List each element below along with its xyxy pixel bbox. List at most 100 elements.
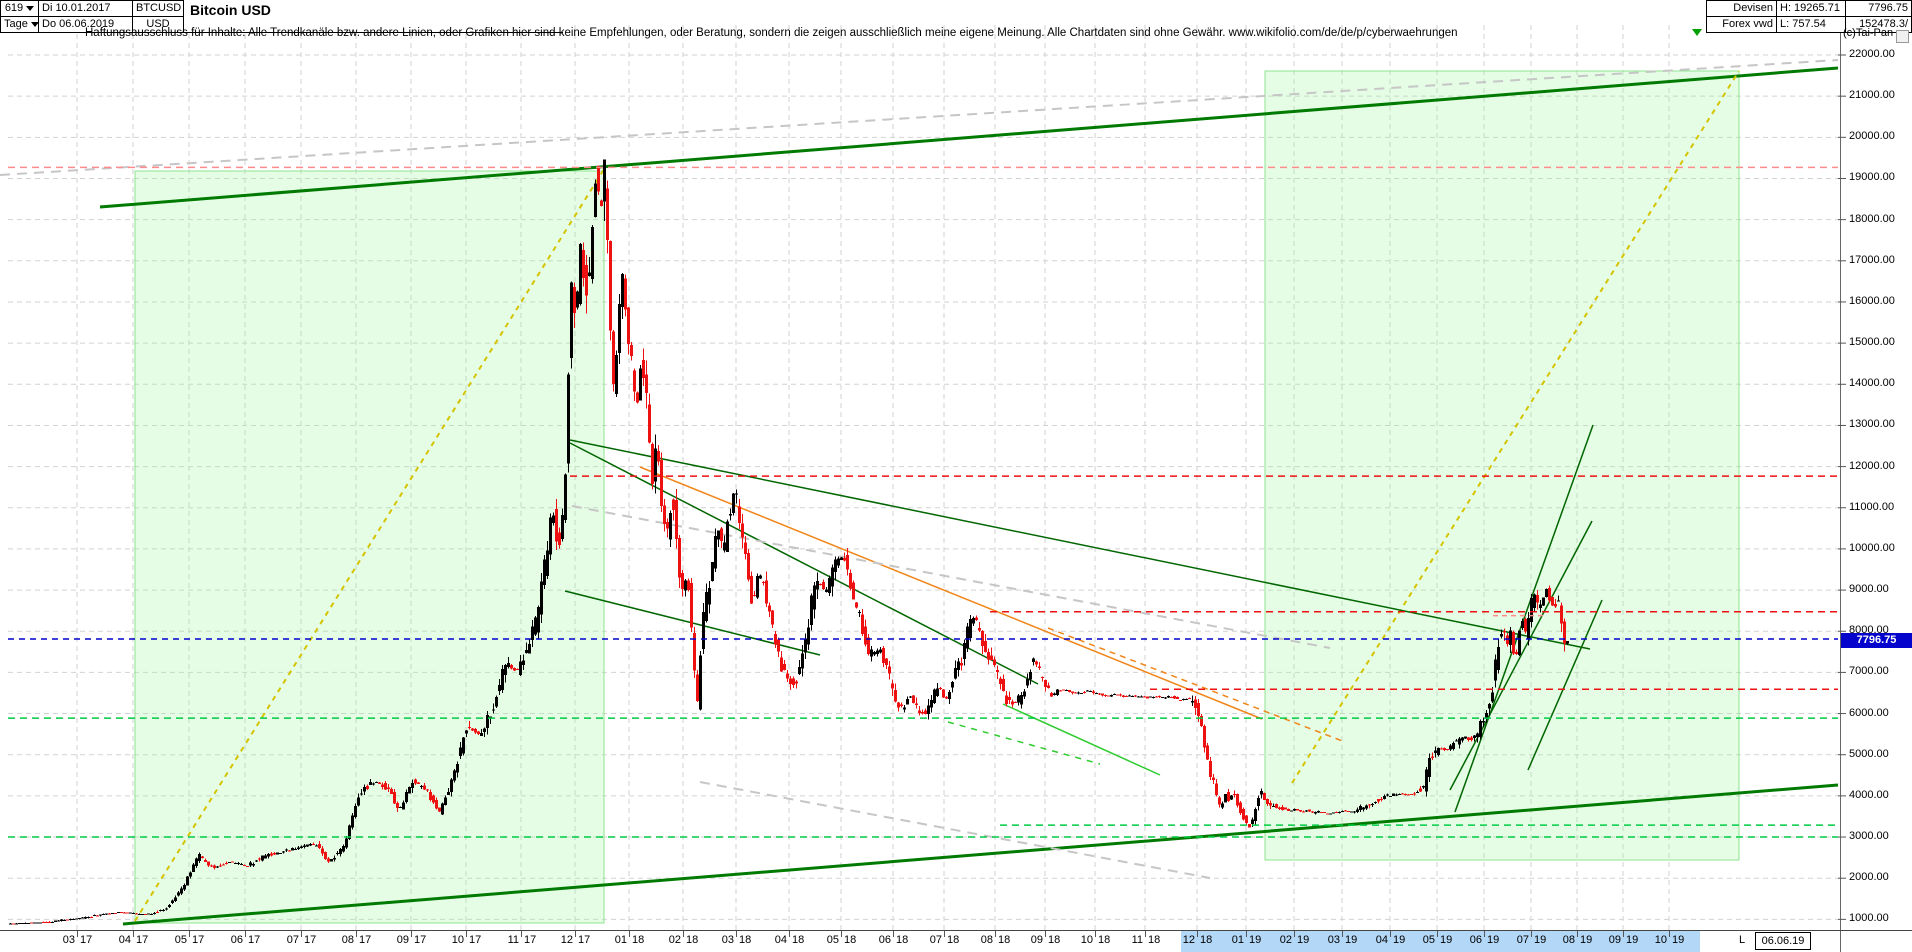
candle-body xyxy=(771,610,774,625)
candle-body xyxy=(1104,695,1107,697)
x-axis-year-label: 17 xyxy=(414,934,427,946)
candle-body xyxy=(390,788,393,795)
x-axis-tick xyxy=(1342,931,1343,937)
y-axis-label: 17000.00 xyxy=(1849,253,1895,266)
candle-body xyxy=(957,661,960,671)
bars-count-dropdown[interactable]: 619 xyxy=(0,0,39,17)
candle-body xyxy=(606,188,609,240)
candle-body xyxy=(1398,793,1401,795)
candle-body xyxy=(666,522,669,529)
candle-body xyxy=(342,846,345,852)
candle-body xyxy=(756,576,759,598)
candle-body xyxy=(336,853,339,855)
candle-body xyxy=(915,703,918,705)
candle-body xyxy=(243,864,246,866)
gray-old-bottom xyxy=(699,781,1211,879)
candle-body xyxy=(1512,632,1515,654)
candle-body xyxy=(1272,805,1275,807)
candle-body xyxy=(384,783,387,790)
period-dropdown[interactable]: Tage xyxy=(0,16,39,33)
candle-body xyxy=(1098,693,1101,695)
candle-body xyxy=(1305,810,1308,812)
candle-body xyxy=(1035,661,1038,665)
candle-body xyxy=(1092,691,1095,693)
x-axis-tick xyxy=(1095,931,1096,937)
candle-body xyxy=(1533,594,1536,609)
candle-body xyxy=(999,678,1002,684)
x-axis-year-label: 19 xyxy=(1249,934,1262,946)
candle-body xyxy=(672,499,675,511)
candle-body xyxy=(147,913,150,915)
scrollbar-button[interactable] xyxy=(1896,30,1909,43)
candle-body xyxy=(132,913,135,915)
x-axis-month-label: 05 xyxy=(174,934,187,946)
candle-body xyxy=(321,848,324,854)
candle-body xyxy=(1521,620,1524,629)
x-axis-tick xyxy=(1669,931,1670,937)
candle-body xyxy=(1347,810,1350,812)
candle-body xyxy=(678,537,681,578)
candle-body xyxy=(90,916,93,918)
candle-body xyxy=(387,787,390,789)
candle-body xyxy=(1188,697,1191,700)
candle-body xyxy=(930,699,933,708)
candle-body xyxy=(381,784,384,788)
x-axis-year-label: 19 xyxy=(1297,934,1310,946)
candle-body xyxy=(378,782,381,784)
candle-body xyxy=(84,916,87,919)
candle-body xyxy=(1164,697,1167,699)
candle-body xyxy=(510,665,513,669)
x-axis-zoom-highlight[interactable] xyxy=(1181,931,1700,952)
candle-body xyxy=(501,669,504,691)
candle-body xyxy=(504,664,507,675)
candle-body xyxy=(1455,740,1458,742)
candle-body xyxy=(987,651,990,660)
candle-body xyxy=(687,580,690,591)
candle-body xyxy=(1518,630,1521,655)
candle-body xyxy=(1290,810,1293,812)
candle-body xyxy=(129,912,132,914)
candle-body xyxy=(723,542,726,551)
source-cell: Forex vwd xyxy=(1706,16,1777,33)
candle-body xyxy=(1329,813,1332,815)
candle-body xyxy=(849,572,852,589)
candle-body xyxy=(267,853,270,857)
x-axis-month-label: 04 xyxy=(774,934,787,946)
candle-body xyxy=(1308,809,1311,812)
candle-body xyxy=(1488,704,1491,709)
candle-body xyxy=(708,588,711,605)
candle-body xyxy=(186,876,189,886)
candle-body xyxy=(228,862,231,864)
candle-body xyxy=(372,783,375,785)
candle-body xyxy=(348,825,351,839)
candle-body xyxy=(1194,699,1197,709)
candle-body xyxy=(555,508,558,542)
candle-body xyxy=(963,643,966,659)
candle-body xyxy=(780,657,783,672)
candle-body xyxy=(690,583,693,628)
candle-body xyxy=(1491,692,1494,702)
candle-body xyxy=(1470,737,1473,741)
candle-body xyxy=(1566,640,1569,644)
candle-body xyxy=(96,915,99,917)
candle-body xyxy=(156,911,159,913)
candle-body xyxy=(669,513,672,540)
candle-body xyxy=(879,649,882,653)
x-axis-tick xyxy=(893,931,894,937)
x-axis-month-label: 09 xyxy=(1608,934,1621,946)
candle-body xyxy=(231,861,234,863)
candle-body xyxy=(732,493,735,514)
candle-body xyxy=(138,913,141,915)
candle-body xyxy=(117,911,120,913)
candle-body xyxy=(1437,747,1440,755)
candle-body xyxy=(39,922,42,924)
x-axis-month-label: 08 xyxy=(1562,934,1575,946)
candle-body xyxy=(1500,633,1503,637)
x-axis-tick xyxy=(301,931,302,937)
candle-body xyxy=(531,626,534,640)
x-axis-tick xyxy=(1045,931,1046,937)
x-axis-tick xyxy=(841,931,842,937)
candle-body xyxy=(1266,799,1269,804)
candle-body xyxy=(900,704,903,707)
